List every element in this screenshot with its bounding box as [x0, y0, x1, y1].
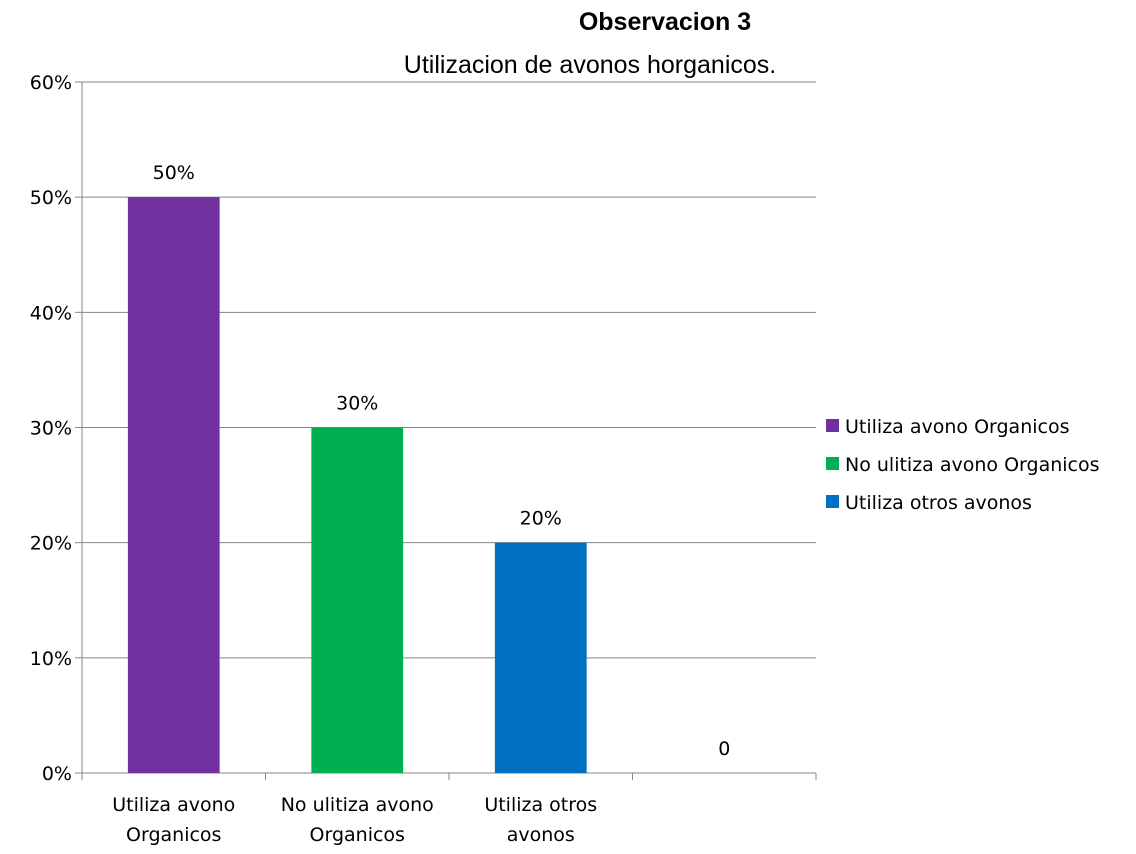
bar-data-label: 50% [153, 162, 195, 184]
y-tick-label: 0% [42, 763, 72, 785]
x-category-label: Organicos [310, 824, 405, 846]
bar [494, 542, 587, 773]
y-tick-label: 40% [30, 302, 72, 324]
bar-data-label: 20% [520, 508, 562, 530]
x-category-label: Organicos [126, 824, 221, 846]
legend-label: Utiliza otros avonos [845, 492, 1032, 514]
legend-label: Utiliza avono Organicos [845, 416, 1070, 438]
legend-swatch [826, 457, 839, 470]
bars [127, 197, 587, 773]
y-tick-label: 10% [30, 648, 72, 670]
bar [127, 197, 220, 773]
x-category-label: Utiliza avono [112, 794, 235, 816]
y-tick-label: 30% [30, 418, 72, 440]
bar [311, 427, 404, 773]
legend-label: No ulitiza avono Organicos [845, 454, 1100, 476]
legend: Utiliza avono Organicos No ulitiza avono … [826, 416, 1100, 514]
legend-swatch [826, 495, 839, 508]
axes: 0% 10% 20% 30% 40% 50% 60% Utiliza avono Organic… [30, 72, 817, 846]
x-category-label: Utiliza otros [484, 794, 597, 816]
bar-data-label: 30% [336, 393, 378, 415]
chart-title: Observacion 3 [579, 8, 751, 36]
bar-data-label: 0 [718, 738, 730, 760]
y-tick-label: 60% [30, 72, 72, 94]
x-category-label: No ulitiza avono [281, 794, 434, 816]
chart-subtitle: Utilizacion de avonos horganicos. [404, 51, 776, 79]
data-labels: 50% 30% 20% 0 [153, 162, 731, 760]
x-category-label: avonos [507, 824, 575, 846]
y-tick-label: 20% [30, 533, 72, 555]
y-tick-label: 50% [30, 187, 72, 209]
legend-swatch [826, 419, 839, 432]
